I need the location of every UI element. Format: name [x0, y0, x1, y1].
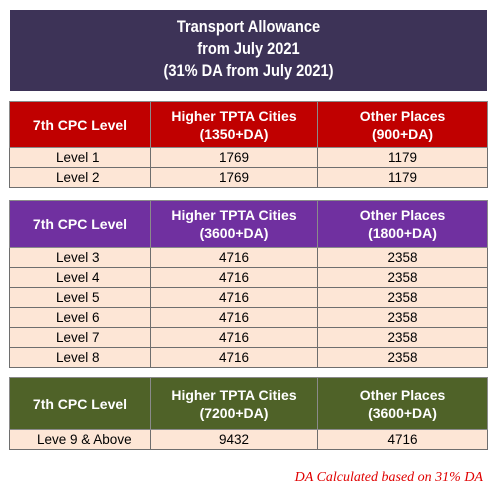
header-other-places-label: Other Places: [359, 207, 446, 223]
header-higher-tpta-label: Higher TPTA Cities: [171, 386, 297, 403]
cell-other: 2358: [317, 347, 488, 368]
header-higher-tpta-rate: (1350+DA): [199, 125, 269, 142]
cell-level: Level 6: [9, 307, 151, 328]
header-higher-tpta-rate: (3600+DA): [199, 225, 269, 241]
cell-level: Level 2: [9, 167, 151, 188]
header-other-places: Other Places (3600+DA): [317, 377, 488, 430]
header-other-places-label: Other Places: [359, 386, 446, 403]
header-higher-tpta: Higher TPTA Cities (3600+DA): [150, 200, 318, 248]
cell-higher: 9432: [150, 429, 318, 450]
cell-other: 2358: [317, 287, 488, 308]
title-line-3: (31% DA from July 2021): [163, 61, 334, 80]
cell-other: 2358: [317, 267, 488, 288]
header-higher-tpta: Higher TPTA Cities (7200+DA): [150, 377, 318, 430]
cell-level: Leve 9 & Above: [9, 429, 151, 450]
table-row: Leve 9 & Above 9432 4716: [9, 429, 488, 450]
cell-other: 4716: [317, 429, 488, 450]
header-cpc-level: 7th CPC Level: [9, 377, 151, 430]
table-header-row: 7th CPC Level Higher TPTA Cities (7200+D…: [9, 377, 488, 430]
cell-level: Level 3: [9, 247, 151, 268]
cell-higher: 4716: [150, 307, 318, 328]
table-row: Level 7 4716 2358: [9, 327, 488, 348]
table-row: Level 3 4716 2358: [9, 247, 488, 268]
cell-higher: 4716: [150, 267, 318, 288]
cell-higher: 4716: [150, 247, 318, 268]
title-banner: Transport Allowance from July 2021 (31% …: [10, 10, 487, 91]
header-higher-tpta-rate: (7200+DA): [199, 404, 269, 421]
header-higher-tpta-label: Higher TPTA Cities: [171, 107, 297, 124]
table-row: Level 4 4716 2358: [9, 267, 488, 288]
title-line-2: from July 2021: [197, 39, 300, 58]
header-cpc-level: 7th CPC Level: [9, 200, 151, 248]
cell-level: Level 4: [9, 267, 151, 288]
cell-higher: 1769: [150, 147, 318, 168]
header-higher-tpta-label: Higher TPTA Cities: [171, 207, 297, 223]
table-header-row: 7th CPC Level Higher TPTA Cities (3600+D…: [9, 200, 488, 248]
header-other-places-rate: (1800+DA): [368, 225, 437, 241]
header-cpc-level: 7th CPC Level: [9, 101, 151, 148]
cell-level: Level 7: [9, 327, 151, 348]
header-other-places: Other Places (1800+DA): [317, 200, 488, 248]
cell-higher: 4716: [150, 287, 318, 308]
cell-other: 2358: [317, 327, 488, 348]
cell-higher: 4716: [150, 327, 318, 348]
header-other-places-rate: (900+DA): [371, 125, 434, 142]
table-row: Level 1 1769 1179: [9, 147, 488, 168]
cell-other: 1179: [317, 167, 488, 188]
table-header-row: 7th CPC Level Higher TPTA Cities (1350+D…: [9, 101, 488, 148]
cell-other: 1179: [317, 147, 488, 168]
header-other-places-label: Other Places: [359, 107, 446, 124]
header-other-places: Other Places (900+DA): [317, 101, 488, 148]
table-row: Level 8 4716 2358: [9, 347, 488, 368]
allowance-table-level-3-8: 7th CPC Level Higher TPTA Cities (3600+D…: [9, 200, 488, 368]
footnote: DA Calculated based on 31% DA: [294, 470, 483, 485]
header-other-places-rate: (3600+DA): [368, 404, 437, 421]
cell-level: Level 8: [9, 347, 151, 368]
allowance-table-level-9-above: 7th CPC Level Higher TPTA Cities (7200+D…: [9, 377, 488, 450]
table-row: Level 5 4716 2358: [9, 287, 488, 308]
cell-higher: 4716: [150, 347, 318, 368]
allowance-table-level-1-2: 7th CPC Level Higher TPTA Cities (1350+D…: [9, 101, 488, 188]
cell-level: Level 5: [9, 287, 151, 308]
cell-other: 2358: [317, 247, 488, 268]
cell-level: Level 1: [9, 147, 151, 168]
cell-higher: 1769: [150, 167, 318, 188]
header-higher-tpta: Higher TPTA Cities (1350+DA): [150, 101, 318, 148]
title-line-1: Transport Allowance: [176, 17, 321, 36]
table-row: Level 6 4716 2358: [9, 307, 488, 328]
table-row: Level 2 1769 1179: [9, 167, 488, 188]
cell-other: 2358: [317, 307, 488, 328]
